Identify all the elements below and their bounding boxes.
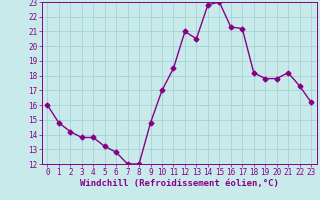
X-axis label: Windchill (Refroidissement éolien,°C): Windchill (Refroidissement éolien,°C) — [80, 179, 279, 188]
